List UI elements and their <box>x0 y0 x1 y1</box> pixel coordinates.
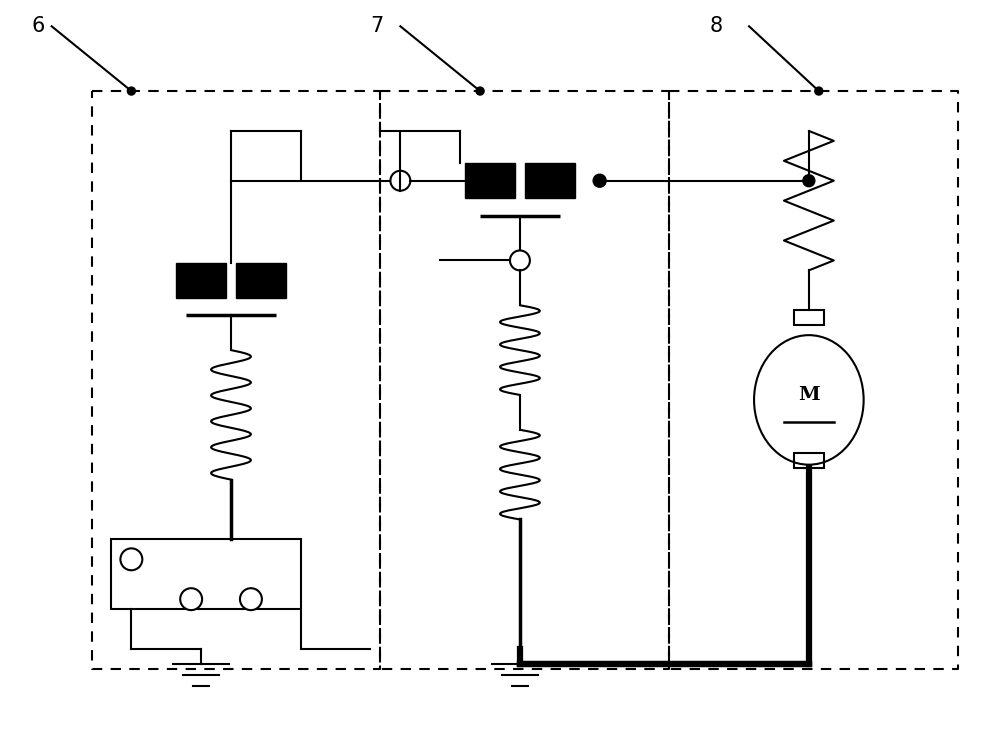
Text: 6: 6 <box>32 16 45 36</box>
Bar <box>794 453 824 468</box>
Bar <box>111 539 301 609</box>
Text: M: M <box>798 386 820 404</box>
Circle shape <box>510 251 530 271</box>
Bar <box>176 263 226 298</box>
Circle shape <box>815 87 823 95</box>
Circle shape <box>127 87 135 95</box>
Bar <box>525 164 575 198</box>
Circle shape <box>240 588 262 610</box>
Bar <box>465 164 515 198</box>
Circle shape <box>593 174 606 188</box>
Circle shape <box>390 171 410 190</box>
Bar <box>794 310 824 326</box>
Text: 8: 8 <box>709 16 722 36</box>
Text: 7: 7 <box>370 16 384 36</box>
Circle shape <box>180 588 202 610</box>
Bar <box>236 263 286 298</box>
Circle shape <box>803 175 815 187</box>
Circle shape <box>120 548 142 570</box>
Circle shape <box>476 87 484 95</box>
